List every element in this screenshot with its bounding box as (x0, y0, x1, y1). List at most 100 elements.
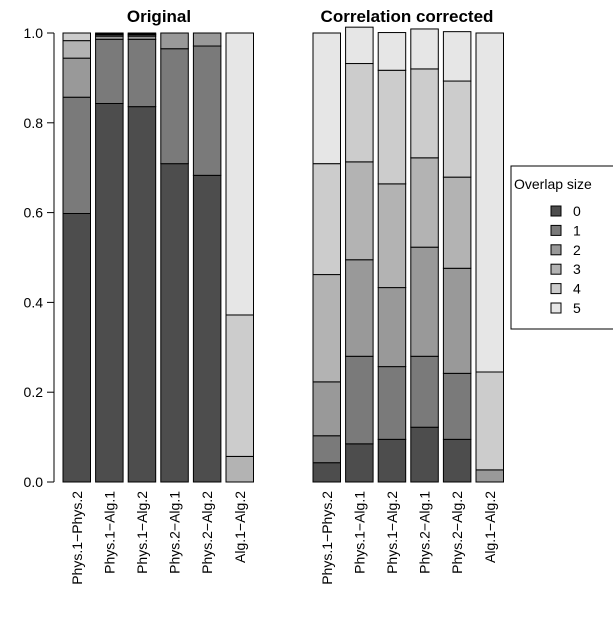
bar-segment-size-3 (312, 274, 341, 383)
y-tick-label: 1.0 (24, 25, 44, 41)
y-tick-label: 0.6 (24, 205, 44, 221)
legend-label: 5 (573, 300, 581, 316)
y-tick-label: 0.0 (24, 474, 44, 490)
y-tick-label: 0.4 (24, 294, 44, 310)
bar-segment-size-1 (312, 435, 341, 464)
bar-stack (225, 32, 254, 483)
bar-segment-size-1 (95, 38, 124, 104)
x-tick-label: Alg.1−Alg.2 (482, 491, 498, 563)
legend-label: 3 (573, 261, 581, 277)
panel-title-original: Original (127, 7, 191, 26)
bar-segment-size-3 (62, 40, 91, 59)
legend-swatch (550, 263, 562, 275)
bar-segment-size-3 (410, 157, 439, 248)
x-tick-label: Phys.1−Alg.1 (101, 491, 117, 574)
bar-segment-size-1 (345, 355, 374, 445)
bar-segment-size-0 (377, 438, 407, 483)
legend-swatch (550, 283, 562, 295)
y-tick-label: 0.2 (24, 384, 44, 400)
bar-segment-size-5 (127, 32, 157, 35)
bar-stack (160, 32, 189, 483)
bar-segment-size-5 (95, 32, 124, 35)
legend-label: 0 (573, 203, 581, 219)
bar-stack (442, 31, 472, 483)
legend-item: 1 (550, 222, 581, 238)
bar-segment-size-0 (127, 106, 157, 483)
legend-item: 4 (550, 281, 581, 297)
bar-stack (345, 26, 374, 483)
panel-title-corrected: Correlation corrected (321, 7, 494, 26)
bar-segment-size-0 (95, 102, 124, 483)
bar-segment-size-0 (160, 163, 189, 483)
bar-segment-size-4 (312, 163, 341, 276)
bar-segment-size-0 (442, 438, 472, 483)
bar-segment-size-5 (410, 28, 439, 70)
bar-segment-size-4 (377, 69, 407, 185)
bar-stack (410, 28, 439, 483)
panel-correlation-corrected: Phys.1−Phys.2 Phys.1−Alg.1 Phys.1−Alg.2 Phy… (312, 26, 504, 585)
x-tick-label: Phys.1−Alg.1 (351, 491, 367, 574)
bar-segment-size-1 (62, 96, 91, 214)
x-tick-label: Phys.1−Phys.2 (69, 491, 85, 585)
x-tick-label: Phys.1−Phys.2 (319, 491, 335, 585)
bar-stack (62, 32, 91, 483)
bar-segment-size-1 (410, 355, 439, 428)
legend-label: 4 (573, 281, 581, 297)
bar-stack (192, 32, 222, 483)
bar-segment-size-2 (62, 57, 91, 98)
bar-segment-size-5 (442, 31, 472, 82)
bar-segment-size-1 (442, 372, 472, 440)
bar-segment-size-0 (192, 174, 222, 483)
bar-segment-size-1 (160, 48, 189, 165)
bar-segment-size-0 (345, 443, 374, 483)
bar-segment-size-1 (127, 38, 157, 108)
x-tick-label: Phys.2−Alg.2 (199, 491, 215, 574)
bar-stack (475, 32, 504, 483)
bar-segment-size-4 (475, 371, 504, 471)
bar-stack (127, 32, 157, 483)
bar-stack (312, 32, 341, 483)
x-tick-label: Phys.1−Alg.2 (384, 491, 400, 574)
legend-item: 2 (550, 242, 581, 258)
bar-segment-size-2 (312, 381, 341, 437)
bar-segment-size-0 (62, 212, 91, 483)
bar-segment-size-5 (225, 32, 254, 316)
legend: Overlap size 0 1 2 3 4 5 (510, 165, 613, 330)
x-tick-label: Phys.2−Alg.1 (167, 491, 183, 574)
bar-segment-size-0 (312, 462, 341, 483)
bar-segment-size-2 (160, 32, 189, 50)
bar-segment-size-1 (377, 366, 407, 440)
legend-item: 3 (550, 261, 581, 277)
bar-segment-size-5 (475, 32, 504, 373)
bar-segment-size-2 (377, 287, 407, 368)
bar-segment-size-3 (225, 455, 254, 483)
bar-segment-size-4 (225, 314, 254, 457)
x-tick-label: Alg.1−Alg.2 (232, 491, 248, 563)
y-axis: 0.0 0.2 0.4 0.6 0.8 1.0 (24, 25, 55, 490)
bar-segment-size-5 (312, 32, 341, 165)
bar-segment-size-5 (345, 26, 374, 65)
bar-segment-size-4 (410, 68, 439, 159)
legend-box (510, 165, 613, 330)
bar-segment-size-3 (345, 161, 374, 261)
bar-segment-size-2 (442, 267, 472, 374)
legend-swatch (550, 205, 562, 217)
bar-segment-size-5 (377, 32, 407, 71)
legend-entries: 0 1 2 3 4 5 (550, 203, 581, 316)
panel-original: Phys.1−Phys.2 Phys.1−Alg.1 Phys.1−Alg.2 Phy… (62, 32, 254, 585)
legend-item: 0 (550, 203, 581, 219)
bar-stack (95, 32, 124, 483)
bar-segment-size-2 (345, 259, 374, 357)
legend-title: Overlap size (514, 176, 592, 192)
x-tick-label: Phys.2−Alg.1 (417, 491, 433, 574)
bar-segment-size-4 (345, 63, 374, 163)
bar-segment-size-2 (410, 246, 439, 357)
bar-segment-size-1 (192, 45, 222, 176)
y-tick-label: 0.8 (24, 115, 44, 131)
bar-segment-size-4 (442, 80, 472, 178)
x-tick-label: Phys.2−Alg.2 (449, 491, 465, 574)
bar-segment-size-4 (62, 32, 91, 42)
bar-segment-size-3 (442, 176, 472, 269)
legend-swatch (550, 224, 562, 236)
legend-swatch (550, 302, 562, 314)
